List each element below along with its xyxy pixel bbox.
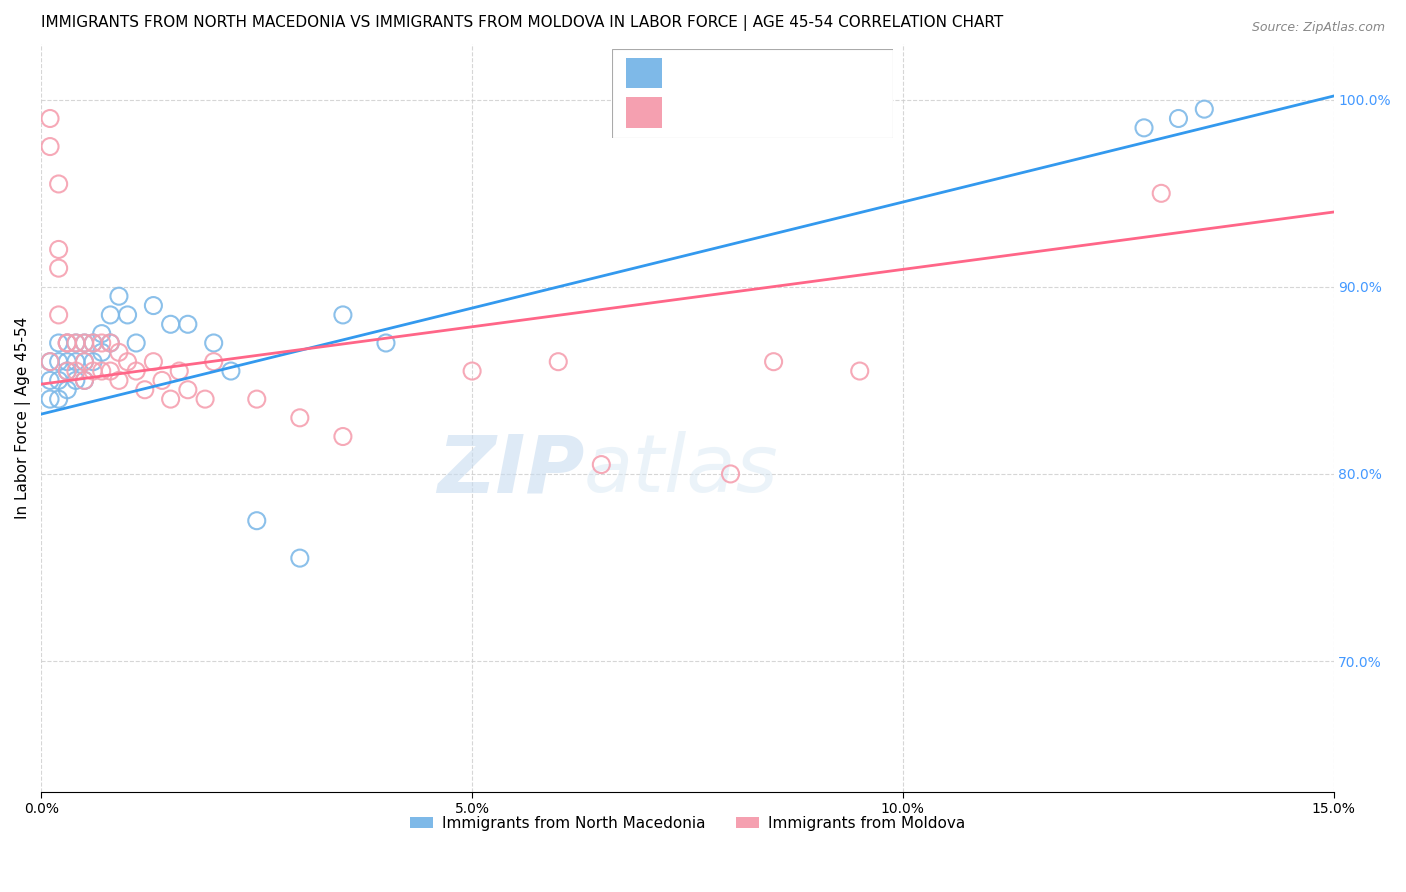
Point bbox=[73, 336, 96, 351]
Point bbox=[48, 243, 70, 257]
Point bbox=[177, 383, 200, 397]
Point bbox=[848, 364, 870, 378]
Point bbox=[39, 354, 62, 368]
Point bbox=[159, 318, 181, 332]
Point bbox=[82, 364, 104, 378]
Point bbox=[117, 354, 139, 368]
Point bbox=[39, 139, 62, 153]
Point bbox=[90, 364, 112, 378]
Point bbox=[56, 336, 79, 351]
Text: Source: ZipAtlas.com: Source: ZipAtlas.com bbox=[1251, 21, 1385, 34]
Point bbox=[167, 364, 190, 378]
Point bbox=[98, 364, 121, 378]
Point bbox=[56, 364, 79, 378]
Point bbox=[48, 308, 70, 322]
Point bbox=[90, 336, 112, 351]
Point bbox=[246, 514, 269, 528]
Point bbox=[65, 373, 87, 387]
Point bbox=[720, 467, 742, 481]
Point bbox=[461, 364, 484, 378]
Point bbox=[108, 289, 131, 303]
Point bbox=[82, 336, 104, 351]
Point bbox=[82, 354, 104, 368]
Bar bbox=[626, 97, 662, 128]
Point bbox=[108, 345, 131, 359]
Point bbox=[125, 364, 148, 378]
Point bbox=[1194, 102, 1216, 116]
Point bbox=[48, 261, 70, 276]
Point bbox=[98, 336, 121, 351]
Point bbox=[39, 112, 62, 126]
Point bbox=[202, 336, 225, 351]
Point bbox=[288, 410, 311, 425]
Point bbox=[56, 354, 79, 368]
Point bbox=[48, 177, 70, 191]
Point bbox=[73, 336, 96, 351]
Point bbox=[1167, 112, 1189, 126]
Point bbox=[177, 318, 200, 332]
Point bbox=[65, 364, 87, 378]
Point bbox=[56, 383, 79, 397]
Point bbox=[56, 336, 79, 351]
Point bbox=[48, 336, 70, 351]
Point bbox=[65, 354, 87, 368]
Point bbox=[142, 299, 165, 313]
Point bbox=[56, 336, 79, 351]
Point bbox=[134, 383, 156, 397]
Point bbox=[591, 458, 613, 472]
Point bbox=[142, 354, 165, 368]
Point bbox=[1133, 120, 1156, 135]
FancyBboxPatch shape bbox=[612, 49, 893, 138]
Point bbox=[219, 364, 242, 378]
Point bbox=[98, 336, 121, 351]
Text: R = 0.219: R = 0.219 bbox=[673, 105, 754, 120]
Point bbox=[246, 392, 269, 406]
Text: ZIP: ZIP bbox=[437, 431, 583, 509]
Point bbox=[90, 345, 112, 359]
Point bbox=[73, 373, 96, 387]
Point bbox=[48, 392, 70, 406]
Point bbox=[65, 336, 87, 351]
Point bbox=[332, 429, 354, 443]
Legend: Immigrants from North Macedonia, Immigrants from Moldova: Immigrants from North Macedonia, Immigra… bbox=[404, 809, 972, 837]
Point bbox=[73, 354, 96, 368]
Point bbox=[48, 373, 70, 387]
Point bbox=[762, 354, 785, 368]
Point bbox=[547, 354, 569, 368]
Point bbox=[1150, 186, 1173, 201]
Point bbox=[73, 354, 96, 368]
Text: IMMIGRANTS FROM NORTH MACEDONIA VS IMMIGRANTS FROM MOLDOVA IN LABOR FORCE | AGE : IMMIGRANTS FROM NORTH MACEDONIA VS IMMIG… bbox=[41, 15, 1004, 31]
Point bbox=[150, 373, 173, 387]
Point bbox=[117, 308, 139, 322]
Point bbox=[82, 336, 104, 351]
Point bbox=[202, 354, 225, 368]
Point bbox=[98, 308, 121, 322]
Point bbox=[73, 373, 96, 387]
Point bbox=[39, 373, 62, 387]
Text: N = 38: N = 38 bbox=[794, 66, 849, 80]
Point bbox=[65, 336, 87, 351]
Point bbox=[194, 392, 217, 406]
Point bbox=[108, 373, 131, 387]
Point bbox=[48, 354, 70, 368]
Text: atlas: atlas bbox=[583, 431, 779, 509]
Point bbox=[332, 308, 354, 322]
Point bbox=[90, 326, 112, 341]
Point bbox=[39, 392, 62, 406]
Point bbox=[375, 336, 398, 351]
Point bbox=[39, 354, 62, 368]
Point bbox=[56, 364, 79, 378]
Point bbox=[125, 336, 148, 351]
Point bbox=[288, 551, 311, 566]
Y-axis label: In Labor Force | Age 45-54: In Labor Force | Age 45-54 bbox=[15, 317, 31, 519]
Bar bbox=[626, 58, 662, 88]
Point bbox=[159, 392, 181, 406]
Text: N = 43: N = 43 bbox=[794, 105, 849, 120]
Text: R = 0.501: R = 0.501 bbox=[673, 66, 754, 80]
